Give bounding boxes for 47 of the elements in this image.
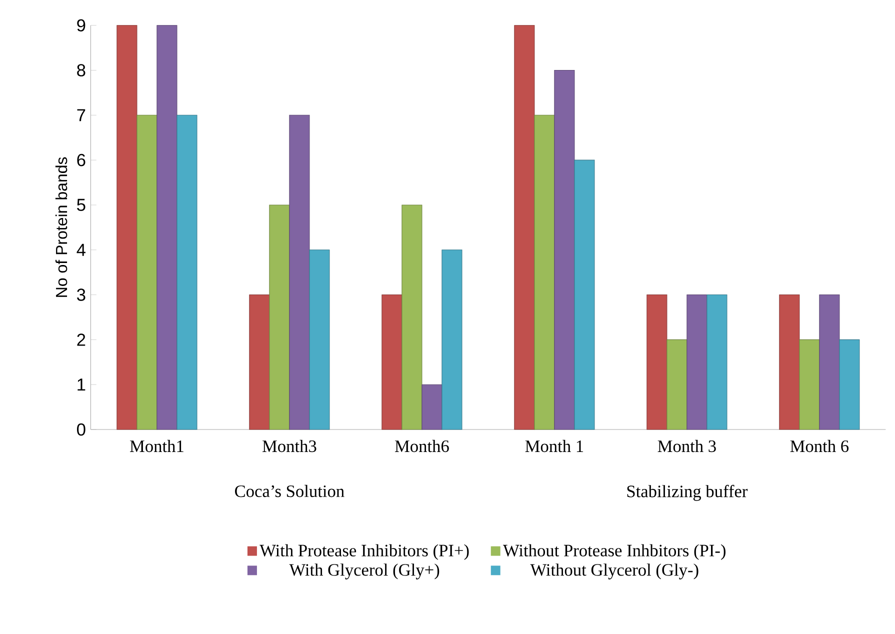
bar: [646, 294, 668, 430]
bar: [534, 115, 555, 430]
bar: [819, 294, 840, 430]
bar: [799, 340, 820, 430]
x-tick-label: Month6: [394, 440, 449, 452]
y-tick-label: 2: [77, 334, 86, 346]
bar: [514, 25, 535, 430]
bar: [176, 115, 198, 430]
bar: [686, 294, 708, 430]
bar: [309, 250, 330, 430]
bar: [839, 340, 860, 430]
bar: [706, 294, 728, 430]
bar: [382, 294, 402, 430]
x-tick-label: Month3: [262, 440, 316, 452]
x-tick-label: Month 6: [790, 440, 849, 452]
bar: [666, 340, 688, 430]
y-tick-label: 6: [77, 154, 86, 166]
bar: [249, 294, 270, 430]
bar: [442, 250, 462, 430]
y-tick-label: 1: [78, 378, 86, 391]
legend-label: Without Protease Inhbitors (PI-): [503, 544, 726, 560]
bar: [422, 384, 442, 430]
y-tick-label: 0: [77, 424, 86, 436]
bar: [136, 115, 158, 430]
y-axis-title: No of Protein bands: [55, 158, 68, 298]
legend-label: With Glycerol (Gly+): [289, 564, 440, 580]
x-tick-label: Month 1: [525, 440, 584, 452]
y-tick-label: 8: [77, 64, 86, 77]
y-tick-label: 9: [77, 19, 86, 32]
bar: [269, 204, 290, 430]
bar: [289, 115, 310, 430]
bar: [574, 160, 595, 430]
y-tick-label: 3: [77, 288, 86, 302]
x-tick-label: Month 3: [658, 440, 716, 452]
text: Coca’s Solution: [235, 485, 344, 498]
x-tick-label: Month1: [130, 440, 184, 452]
y-tick-label: 4: [76, 244, 86, 256]
bar: [779, 294, 800, 430]
bar: [116, 25, 138, 430]
y-tick-label: 7: [77, 109, 86, 122]
bar: [402, 204, 422, 430]
legend-label: Without Glycerol (Gly-): [530, 564, 698, 580]
text: Stabilizing buffer: [627, 485, 748, 502]
bar: [554, 70, 575, 430]
legend-label: With Protease Inhibitors (PI+): [260, 544, 469, 560]
bar: [156, 25, 178, 430]
y-tick-label: 5: [77, 199, 86, 212]
